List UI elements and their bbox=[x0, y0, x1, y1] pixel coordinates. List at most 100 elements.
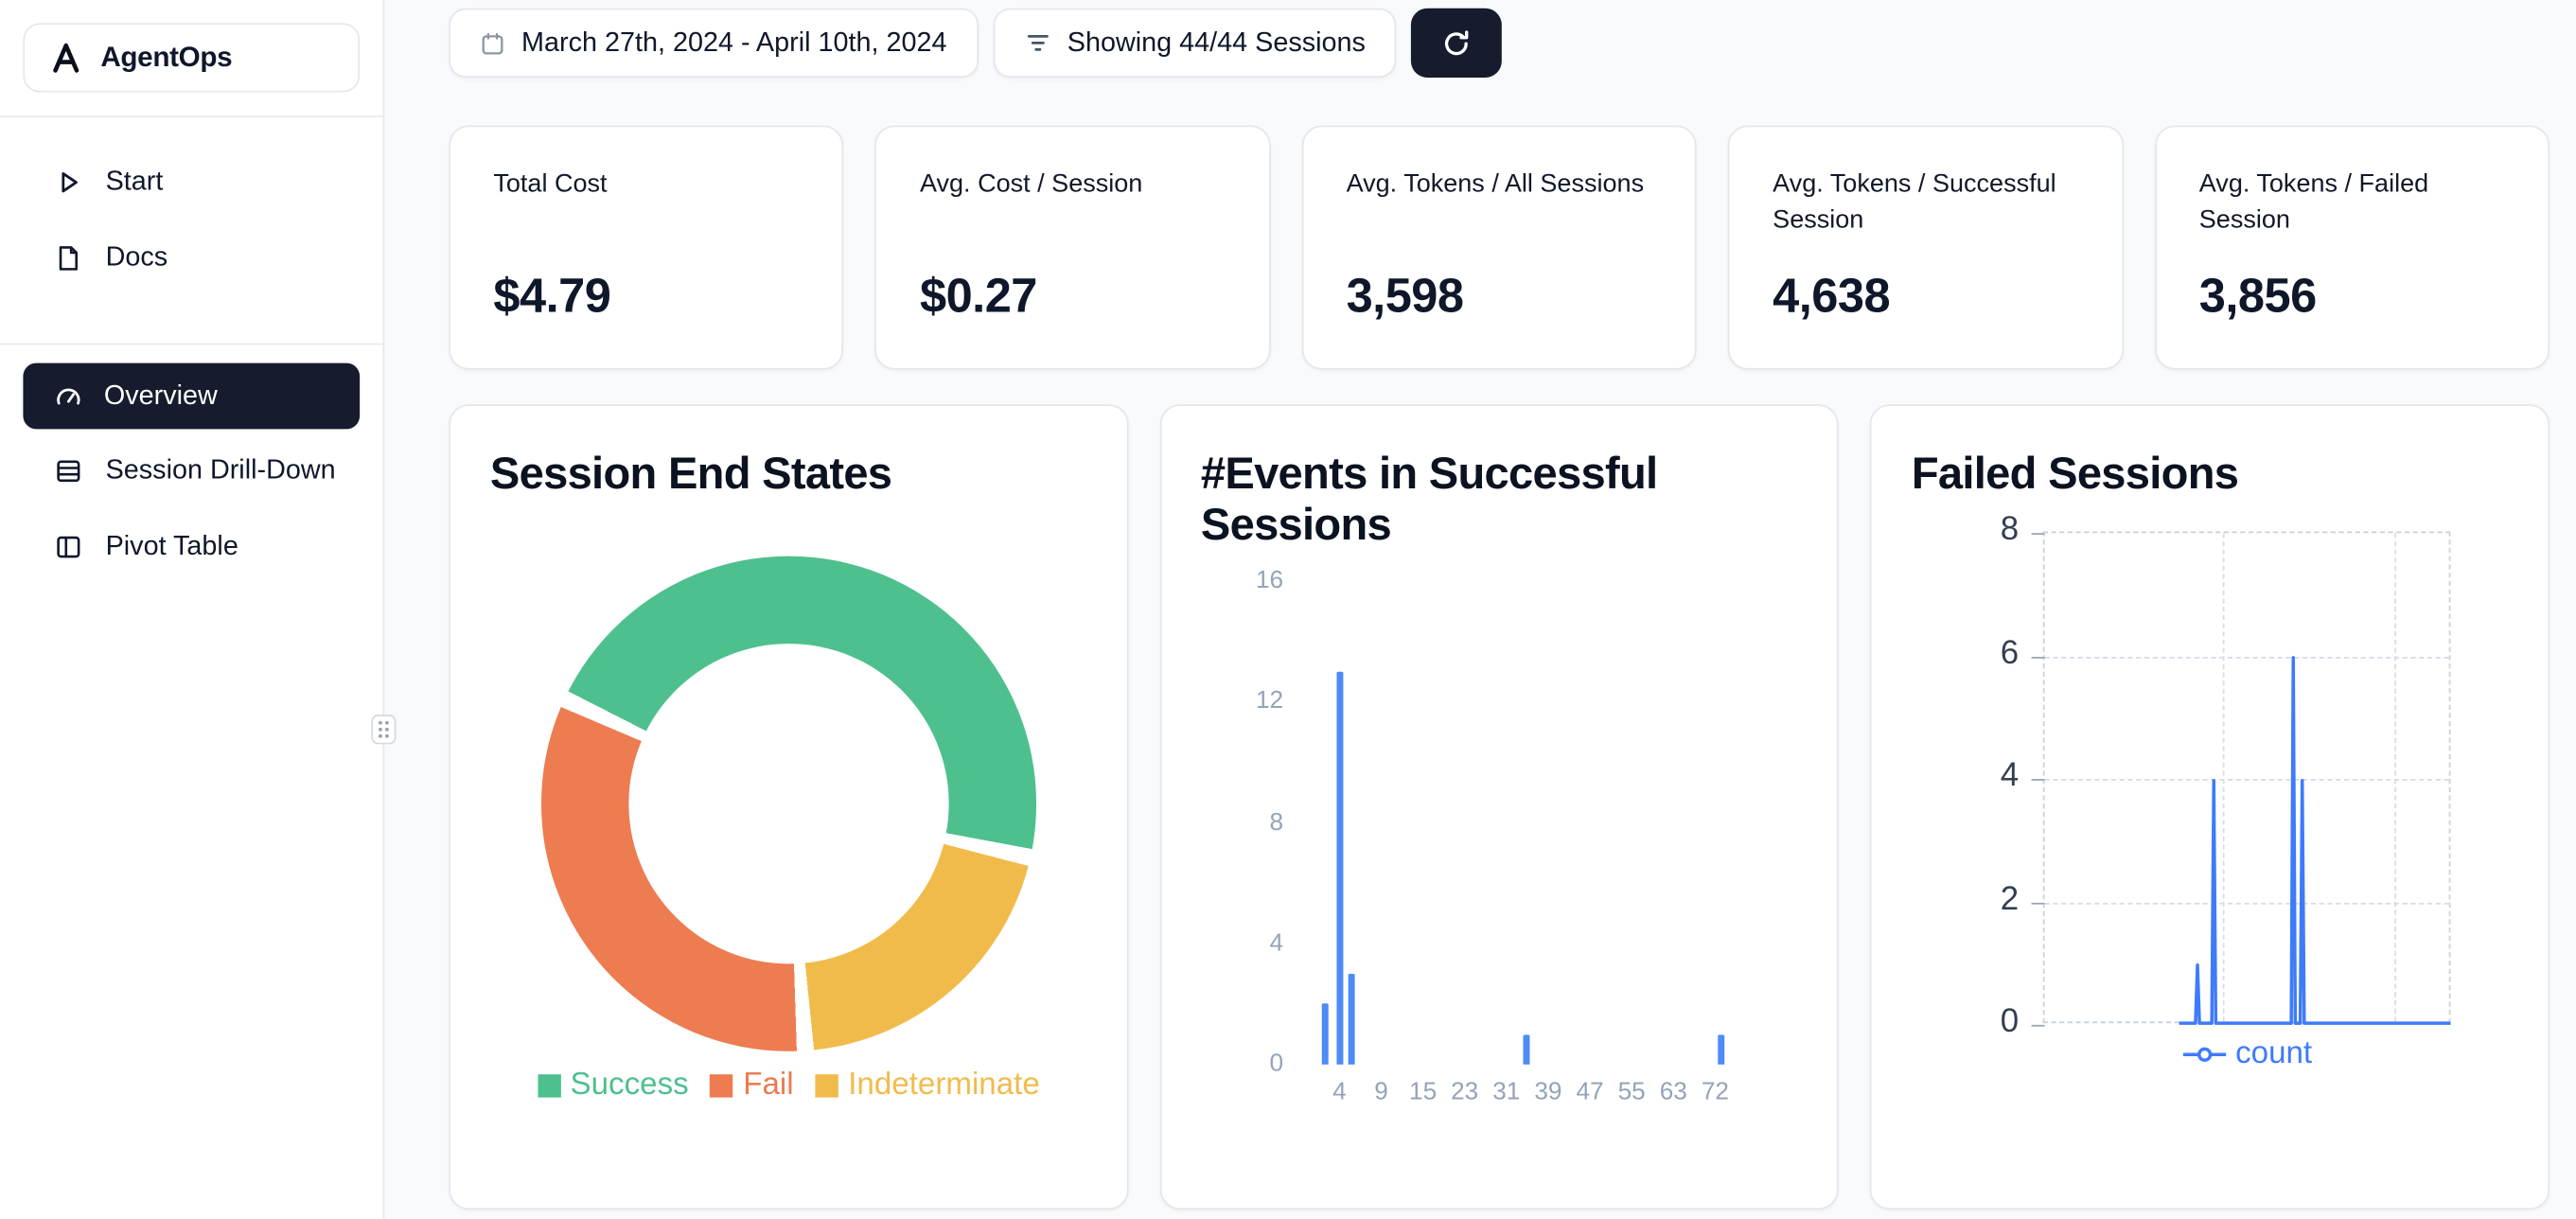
date-range-button[interactable]: March 27th, 2024 - April 10th, 2024 bbox=[449, 8, 979, 78]
x-tick-label: 63 bbox=[1659, 1077, 1687, 1106]
stat-label: Avg. Cost / Session bbox=[919, 169, 1143, 199]
line-legend: count bbox=[2043, 1036, 2451, 1072]
stat-card-avg-tokens-successful: Avg. Tokens / Successful Session 4,638 bbox=[1728, 125, 2124, 370]
x-tick-label: 47 bbox=[1576, 1077, 1604, 1106]
gridline bbox=[2045, 656, 2450, 658]
sidebar-item-label: Docs bbox=[105, 241, 168, 272]
chart-cards: Session End States Success Fail Indetermin… bbox=[449, 404, 2550, 1210]
sidebar-item-overview[interactable]: Overview bbox=[23, 362, 361, 430]
axis-tick bbox=[2032, 656, 2046, 658]
bar bbox=[1717, 1034, 1724, 1065]
x-tick-label: 15 bbox=[1409, 1077, 1438, 1106]
stat-card-avg-cost-session: Avg. Cost / Session $0.27 bbox=[874, 125, 1271, 370]
sidebar-divider bbox=[0, 343, 383, 345]
sidebar-nav-top: Start Docs bbox=[0, 117, 383, 295]
stat-card-avg-tokens-all: Avg. Tokens / All Sessions 3,598 bbox=[1301, 125, 1697, 370]
filter-icon bbox=[1027, 34, 1049, 51]
gridline bbox=[2222, 533, 2225, 1022]
sidebar-resize-handle[interactable] bbox=[371, 715, 397, 745]
refresh-icon bbox=[1445, 29, 1470, 55]
chart-title: Failed Sessions bbox=[1911, 449, 2239, 499]
y-tick-label: 0 bbox=[2000, 1003, 2020, 1040]
stat-value: 3,598 bbox=[1346, 270, 1464, 324]
sidebar-divider bbox=[0, 115, 383, 117]
legend-marker-icon bbox=[2182, 1047, 2226, 1063]
gridline bbox=[2045, 902, 2450, 904]
stat-label: Avg. Tokens / Successful Session bbox=[1773, 169, 2056, 236]
logo: AgentOps bbox=[23, 23, 361, 93]
y-tick-label: 8 bbox=[1269, 807, 1284, 837]
x-tick-label: 72 bbox=[1701, 1077, 1729, 1106]
axis-tick bbox=[2032, 1024, 2046, 1027]
sidebar-item-pivot-table[interactable]: Pivot Table bbox=[0, 508, 383, 584]
stat-label: Avg. Tokens / All Sessions bbox=[1346, 169, 1645, 199]
sidebar-item-label: Overview bbox=[103, 380, 218, 411]
stat-cards: Total Cost $4.79 Avg. Cost / Session $0.… bbox=[449, 125, 2550, 370]
sidebar-item-label: Start bbox=[105, 166, 164, 196]
x-tick-label: 55 bbox=[1617, 1077, 1646, 1106]
axis-tick bbox=[2032, 533, 2046, 536]
gridline bbox=[2393, 533, 2396, 1022]
bar bbox=[1335, 671, 1343, 1065]
stat-label: Total Cost bbox=[493, 169, 608, 199]
legend-label: Indeterminate bbox=[848, 1068, 1040, 1103]
sessions-filter-button[interactable]: Showing 44/44 Sessions bbox=[993, 8, 1398, 78]
rows-icon bbox=[57, 459, 80, 482]
sidebar-item-label: Session Drill-Down bbox=[105, 454, 336, 485]
sidebar-nav-bottom: Overview Session Drill-Down Pivot Table bbox=[0, 362, 383, 585]
bar-chart: 0 4 8 12 16 4 9 15 23 31 39 47 55 63 72 bbox=[1256, 566, 1801, 1105]
y-tick-label: 12 bbox=[1255, 686, 1284, 716]
bar bbox=[1348, 974, 1355, 1065]
gauge-icon bbox=[57, 387, 80, 404]
line-chart: 0 2 4 6 8 bbox=[2001, 512, 2452, 1040]
toolbar: March 27th, 2024 - April 10th, 2024 Show… bbox=[449, 8, 2550, 78]
chart-title: Session End States bbox=[489, 449, 892, 499]
x-tick-label: 31 bbox=[1492, 1077, 1521, 1106]
y-tick-label: 2 bbox=[2000, 880, 2020, 917]
calendar-icon bbox=[482, 32, 503, 54]
events-in-successful-sessions-card: #Events in Successful Sessions 0 4 8 12 16 4 9… bbox=[1159, 404, 1840, 1210]
legend-swatch-icon bbox=[815, 1074, 838, 1098]
x-tick-label: 23 bbox=[1451, 1077, 1479, 1106]
play-icon bbox=[62, 171, 78, 192]
x-tick-label: 9 bbox=[1374, 1077, 1388, 1106]
bar bbox=[1321, 1004, 1329, 1065]
stat-value: 4,638 bbox=[1773, 270, 1891, 324]
y-tick-label: 6 bbox=[2000, 634, 2020, 671]
stat-value: 3,856 bbox=[2198, 270, 2317, 324]
legend-item-indeterminate[interactable]: Indeterminate bbox=[815, 1068, 1040, 1104]
agentops-logo-icon bbox=[53, 43, 79, 73]
stat-value: $4.79 bbox=[493, 270, 611, 324]
legend-label: Fail bbox=[743, 1068, 794, 1103]
sidebar-item-start[interactable]: Start bbox=[0, 144, 383, 220]
count-series-line bbox=[2179, 656, 2452, 1025]
main-content: March 27th, 2024 - April 10th, 2024 Show… bbox=[384, 0, 2576, 1219]
session-end-states-card: Session End States Success Fail Indetermin… bbox=[449, 404, 1129, 1210]
x-tick-label: 4 bbox=[1332, 1077, 1347, 1106]
donut-chart bbox=[540, 556, 1036, 1051]
sidebar-item-label: Pivot Table bbox=[105, 530, 238, 561]
y-tick-label: 16 bbox=[1255, 566, 1284, 594]
x-tick-label: 39 bbox=[1534, 1077, 1562, 1106]
donut-legend: Success Fail Indeterminate bbox=[490, 1068, 1087, 1104]
pivot-icon bbox=[57, 535, 80, 557]
sidebar-item-session-drill-down[interactable]: Session Drill-Down bbox=[0, 433, 383, 508]
failed-sessions-card: Failed Sessions 0 2 4 6 8 count bbox=[1870, 404, 2550, 1210]
legend-label: count bbox=[2235, 1036, 2313, 1071]
drag-dots-icon bbox=[379, 720, 389, 738]
docs-icon bbox=[59, 245, 78, 270]
chart-title: #Events in Successful Sessions bbox=[1200, 449, 1658, 550]
y-tick-label: 8 bbox=[2000, 511, 2020, 549]
app-name: AgentOps bbox=[100, 41, 233, 73]
stat-card-avg-tokens-failed: Avg. Tokens / Failed Session 3,856 bbox=[2154, 125, 2550, 370]
sidebar-item-docs[interactable]: Docs bbox=[0, 220, 383, 295]
refresh-button[interactable] bbox=[1411, 8, 1503, 78]
legend-item-count[interactable]: count bbox=[2182, 1036, 2312, 1072]
gridline bbox=[2045, 779, 2450, 781]
stat-label: Avg. Tokens / Failed Session bbox=[2198, 169, 2429, 236]
legend-item-success[interactable]: Success bbox=[537, 1068, 689, 1104]
stat-value: $0.27 bbox=[919, 270, 1037, 324]
legend-item-fail[interactable]: Fail bbox=[710, 1068, 794, 1104]
date-range-label: March 27th, 2024 - April 10th, 2024 bbox=[521, 26, 947, 58]
